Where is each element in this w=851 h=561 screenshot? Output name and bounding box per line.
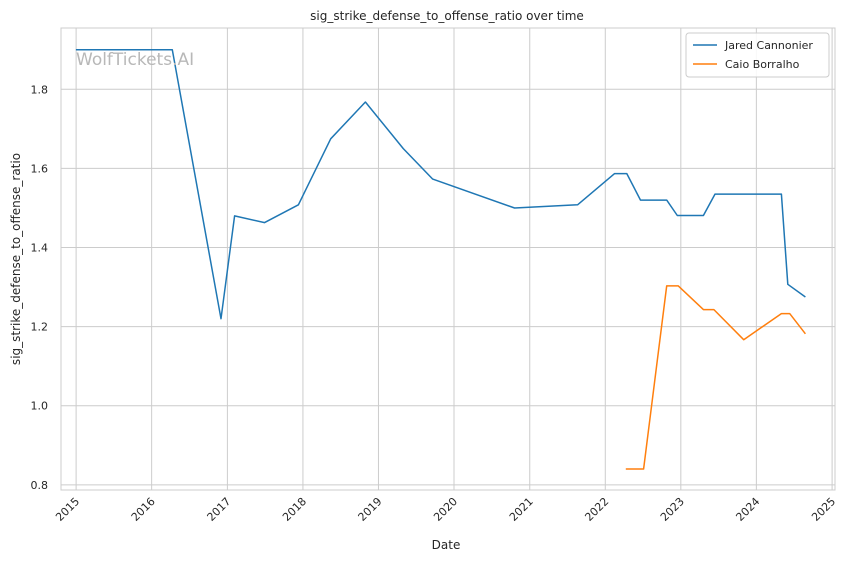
legend-label-caio-borralho: Caio Borralho [725,58,800,71]
legend: Jared Cannonier Caio Borralho [685,32,830,78]
y-tick-label: 1.8 [31,83,49,96]
series-lines [75,49,806,470]
y-axis-title: sig_strike_defense_to_offense_ratio [9,153,23,365]
chart-title: sig_strike_defense_to_offense_ratio over… [310,9,584,23]
legend-box [685,32,830,78]
y-tick-label: 0.8 [31,479,49,492]
y-tick-label: 1.4 [31,242,49,255]
grid [61,28,835,490]
watermark: WolfTickets.AI [76,50,194,70]
series-line-jared-cannonier [75,49,806,320]
plot-area [60,27,836,491]
y-tick-label: 1.6 [31,162,49,175]
x-axis-title: Date [432,538,461,552]
y-tick-label: 1.0 [31,400,49,413]
series-line-caio-borralho [625,285,806,470]
y-tick-label: 1.2 [31,321,49,334]
y-tick-labels: 0.8 1.0 1.2 1.4 1.6 1.8 [31,83,49,492]
legend-label-jared-cannonier: Jared Cannonier [724,39,813,52]
